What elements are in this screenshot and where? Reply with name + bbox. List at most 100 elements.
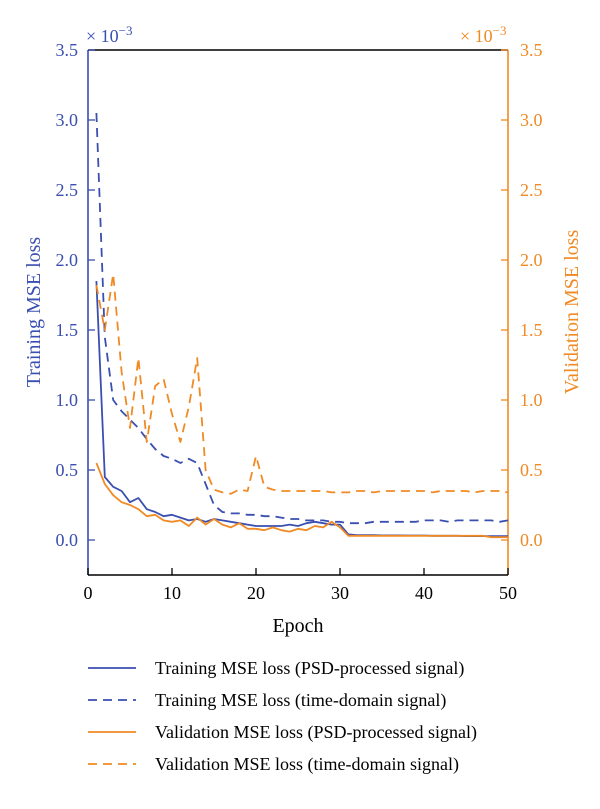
data-point (104, 476, 106, 478)
data-point (171, 521, 173, 523)
data-point (272, 488, 274, 490)
legend-label: Validation MSE loss (PSD-processed signa… (155, 722, 477, 743)
data-point (171, 413, 173, 415)
data-point (381, 521, 383, 523)
data-point (146, 508, 148, 510)
y-tick-label-right: 2.5 (520, 180, 543, 200)
legend: Training MSE loss (PSD-processed signal)… (88, 658, 477, 775)
y-tick-label-right: 0.0 (520, 530, 543, 550)
data-point (162, 515, 164, 517)
data-point (196, 516, 198, 518)
data-point (297, 490, 299, 492)
y-tick-label-left: 1.5 (56, 320, 79, 340)
data-point (179, 516, 181, 518)
data-point (498, 521, 500, 523)
x-tick-label: 0 (84, 583, 93, 603)
data-point (364, 522, 366, 524)
data-point (179, 462, 181, 464)
data-point (146, 515, 148, 517)
data-point (288, 530, 290, 532)
data-point (364, 490, 366, 492)
data-point (498, 490, 500, 492)
data-point (423, 535, 425, 537)
data-point (188, 406, 190, 408)
data-point (104, 336, 106, 338)
data-point (129, 427, 131, 429)
data-point (347, 522, 349, 524)
data-point (280, 529, 282, 531)
data-point (146, 441, 148, 443)
y-tick-label-left: 3.5 (56, 40, 79, 60)
data-point (221, 491, 223, 493)
data-point (465, 519, 467, 521)
data-point (330, 491, 332, 493)
data-point (456, 519, 458, 521)
data-point (490, 490, 492, 492)
data-point (221, 511, 223, 513)
data-point (406, 521, 408, 523)
data-point (322, 519, 324, 521)
data-point (213, 518, 215, 520)
data-point (255, 455, 257, 457)
data-point (137, 357, 139, 359)
data-point (196, 357, 198, 359)
data-point (230, 521, 232, 523)
data-point (288, 523, 290, 525)
right-multiplier-label: × 10−3 (460, 23, 507, 46)
data-point (389, 535, 391, 537)
y-tick-label-right: 0.5 (520, 460, 543, 480)
data-point (314, 525, 316, 527)
y-axis-label-left: Training MSE loss (23, 237, 45, 388)
data-point (297, 525, 299, 527)
data-point (372, 535, 374, 537)
data-point (389, 490, 391, 492)
data-point (112, 494, 114, 496)
data-point (213, 504, 215, 506)
data-point (95, 112, 97, 114)
data-point (490, 519, 492, 521)
data-point (137, 427, 139, 429)
data-point (129, 501, 131, 503)
x-tick-label: 10 (163, 583, 181, 603)
data-point (372, 521, 374, 523)
data-point (339, 491, 341, 493)
data-point (482, 519, 484, 521)
data-point (246, 523, 248, 525)
data-point (95, 462, 97, 464)
y-tick-label-right: 3.5 (520, 40, 543, 60)
data-point (188, 519, 190, 521)
data-point (112, 273, 114, 275)
x-tick-label: 40 (415, 583, 433, 603)
data-point (507, 519, 509, 521)
data-point (507, 536, 509, 538)
data-point (339, 523, 341, 525)
data-point (297, 528, 299, 530)
data-point (431, 491, 433, 493)
data-point (120, 490, 122, 492)
data-point (154, 514, 156, 516)
data-point (204, 483, 206, 485)
data-point (221, 523, 223, 525)
data-point (272, 526, 274, 528)
data-point (356, 535, 358, 537)
data-point (440, 490, 442, 492)
data-point (389, 521, 391, 523)
data-point (372, 491, 374, 493)
data-point (381, 490, 383, 492)
legend-label: Training MSE loss (PSD-processed signal) (155, 658, 464, 679)
data-point (398, 490, 400, 492)
data-point (482, 490, 484, 492)
data-point (322, 490, 324, 492)
data-point (431, 519, 433, 521)
data-point (456, 490, 458, 492)
series-line-training-mse-loss-time-domain-signal (95, 112, 509, 525)
data-point (305, 519, 307, 521)
data-point (179, 441, 181, 443)
data-point (364, 535, 366, 537)
data-point (456, 535, 458, 537)
data-point (196, 462, 198, 464)
data-point (322, 526, 324, 528)
data-point (246, 490, 248, 492)
data-point (280, 525, 282, 527)
data-point (448, 490, 450, 492)
